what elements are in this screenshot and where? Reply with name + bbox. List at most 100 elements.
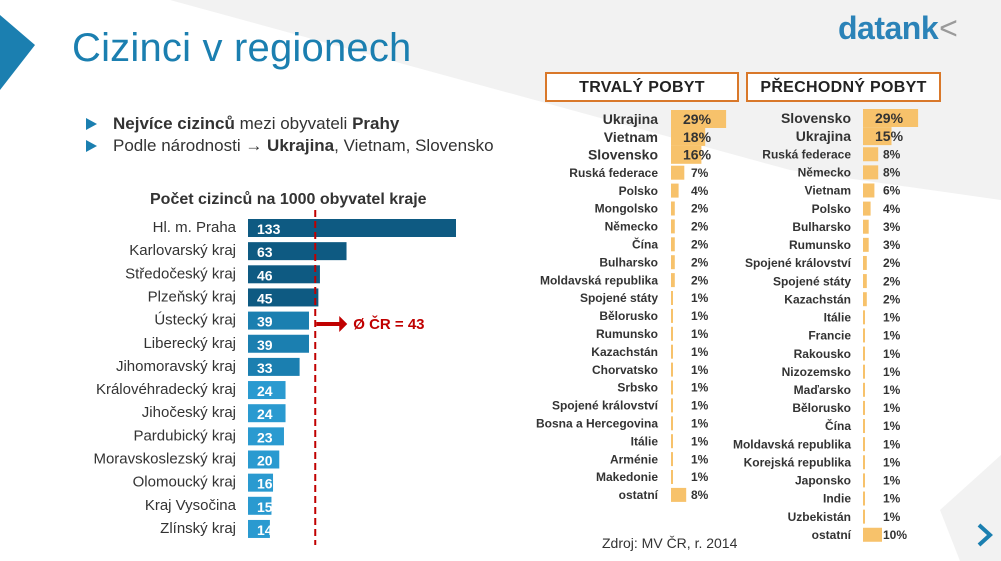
country-label: Rumunsko bbox=[789, 238, 851, 252]
region-bar bbox=[248, 450, 280, 469]
region-bar bbox=[248, 404, 286, 423]
country-bar bbox=[863, 328, 865, 343]
country-value-label: 1% bbox=[883, 419, 901, 433]
country-value-label: 1% bbox=[883, 401, 901, 415]
country-value-label: 16% bbox=[683, 147, 712, 163]
country-value-label: 1% bbox=[691, 417, 709, 431]
country-label: Moldavská republika bbox=[733, 437, 851, 451]
country-label: Ukrajina bbox=[603, 111, 658, 127]
country-label: Ruská federace bbox=[569, 166, 658, 180]
country-value-label: 1% bbox=[883, 365, 901, 379]
region-label: Ústecký kraj bbox=[154, 312, 236, 329]
country-bar bbox=[863, 382, 865, 397]
region-value-label: 15 bbox=[257, 499, 273, 515]
region-value-label: 39 bbox=[257, 337, 273, 353]
country-value-label: 4% bbox=[883, 202, 901, 216]
country-value-label: 1% bbox=[883, 510, 901, 524]
chevron-right-icon[interactable] bbox=[970, 520, 1000, 550]
country-value-label: 3% bbox=[883, 238, 901, 252]
region-label: Středočeský kraj bbox=[125, 265, 236, 282]
region-label: Zlínský kraj bbox=[160, 520, 236, 537]
region-bar bbox=[248, 242, 347, 261]
bullet-item: Nejvíce cizinců mezi obyvateli Prahy bbox=[86, 113, 494, 135]
country-bar bbox=[863, 274, 867, 289]
country-label: Vietnam bbox=[805, 184, 851, 198]
region-bar bbox=[248, 288, 319, 307]
region-value-label: 39 bbox=[257, 314, 273, 330]
country-bar bbox=[863, 147, 879, 162]
country-value-label: 2% bbox=[883, 274, 901, 288]
country-value-label: 2% bbox=[691, 273, 709, 287]
country-bar bbox=[671, 452, 673, 467]
country-bar bbox=[863, 491, 865, 506]
country-value-label: 29% bbox=[683, 111, 712, 127]
country-value-label: 1% bbox=[883, 347, 901, 361]
country-label: Ukrajina bbox=[796, 128, 851, 144]
region-label: Liberecký kraj bbox=[143, 335, 236, 352]
region-label: Moravskoslezský kraj bbox=[93, 451, 236, 468]
region-bar bbox=[248, 265, 320, 284]
country-bar bbox=[863, 292, 867, 307]
datank-logo: datank< bbox=[838, 10, 958, 46]
country-bar bbox=[671, 434, 673, 449]
source-note: Zdroj: MV ČR, r. 2014 bbox=[602, 535, 738, 551]
country-label: Arménie bbox=[610, 452, 658, 466]
region-value-label: 24 bbox=[257, 383, 273, 399]
country-label: Korejská republika bbox=[744, 455, 852, 469]
country-bar bbox=[671, 416, 673, 431]
average-label: Ø ČR = 43 bbox=[353, 315, 424, 333]
country-bar bbox=[863, 437, 865, 452]
country-value-label: 1% bbox=[691, 470, 709, 484]
country-value-label: 15% bbox=[875, 128, 904, 144]
country-value-label: 1% bbox=[883, 311, 901, 325]
country-value-label: 18% bbox=[683, 129, 712, 145]
country-bar bbox=[863, 455, 865, 470]
region-label: Hl. m. Praha bbox=[153, 219, 237, 236]
country-bar bbox=[863, 473, 865, 488]
country-value-label: 1% bbox=[691, 309, 709, 323]
country-bar bbox=[671, 237, 675, 252]
country-bar bbox=[671, 344, 673, 359]
region-chart: Hl. m. Praha 133 Karlovarský kraj 63 Středoč… bbox=[93, 210, 456, 545]
region-label: Olomoucký kraj bbox=[133, 474, 236, 491]
country-bar bbox=[863, 109, 919, 127]
country-label: ostatní bbox=[619, 488, 659, 502]
region-value-label: 20 bbox=[257, 453, 273, 469]
country-value-label: 1% bbox=[883, 474, 901, 488]
country-label: Vietnam bbox=[604, 129, 658, 145]
country-bar bbox=[863, 165, 879, 180]
country-label: Slovensko bbox=[588, 147, 658, 163]
country-bar bbox=[671, 398, 673, 413]
region-label: Kraj Vysočina bbox=[145, 497, 237, 514]
country-value-label: 1% bbox=[691, 399, 709, 413]
country-value-label: 2% bbox=[691, 220, 709, 234]
region-value-label: 33 bbox=[257, 360, 273, 376]
country-label: Bulharsko bbox=[599, 255, 658, 269]
country-value-label: 8% bbox=[691, 488, 709, 502]
country-label: Spojené království bbox=[745, 256, 852, 270]
region-bar bbox=[248, 427, 284, 446]
region-bar bbox=[248, 381, 286, 400]
country-value-label: 3% bbox=[883, 220, 901, 234]
country-label: Rakousko bbox=[794, 347, 851, 361]
country-bar bbox=[671, 201, 675, 216]
country-value-label: 2% bbox=[883, 256, 901, 270]
country-label: Bulharsko bbox=[792, 220, 851, 234]
bullet-item: Podle národnosti → Ukrajina , Vietnam, S… bbox=[86, 135, 494, 157]
country-value-label: 1% bbox=[691, 452, 709, 466]
country-label: Kazachstán bbox=[591, 345, 658, 359]
country-label: Německo bbox=[798, 166, 851, 180]
country-label: Čína bbox=[825, 418, 851, 433]
country-value-label: 1% bbox=[691, 434, 709, 448]
country-bar bbox=[671, 145, 702, 164]
permanent-stay-chart: Ukrajina 29% Vietnam 18% Slovensko 16% Ruská f… bbox=[536, 110, 727, 502]
country-bar bbox=[863, 346, 865, 361]
region-value-label: 14 bbox=[257, 522, 273, 538]
country-label: Bosna a Hercegovina bbox=[536, 417, 658, 431]
country-bar bbox=[863, 183, 875, 198]
country-label: Nizozemsko bbox=[782, 365, 851, 379]
country-bar bbox=[863, 509, 865, 524]
average-arrow-icon bbox=[316, 316, 348, 332]
country-value-label: 1% bbox=[691, 291, 709, 305]
country-bar bbox=[671, 127, 706, 146]
